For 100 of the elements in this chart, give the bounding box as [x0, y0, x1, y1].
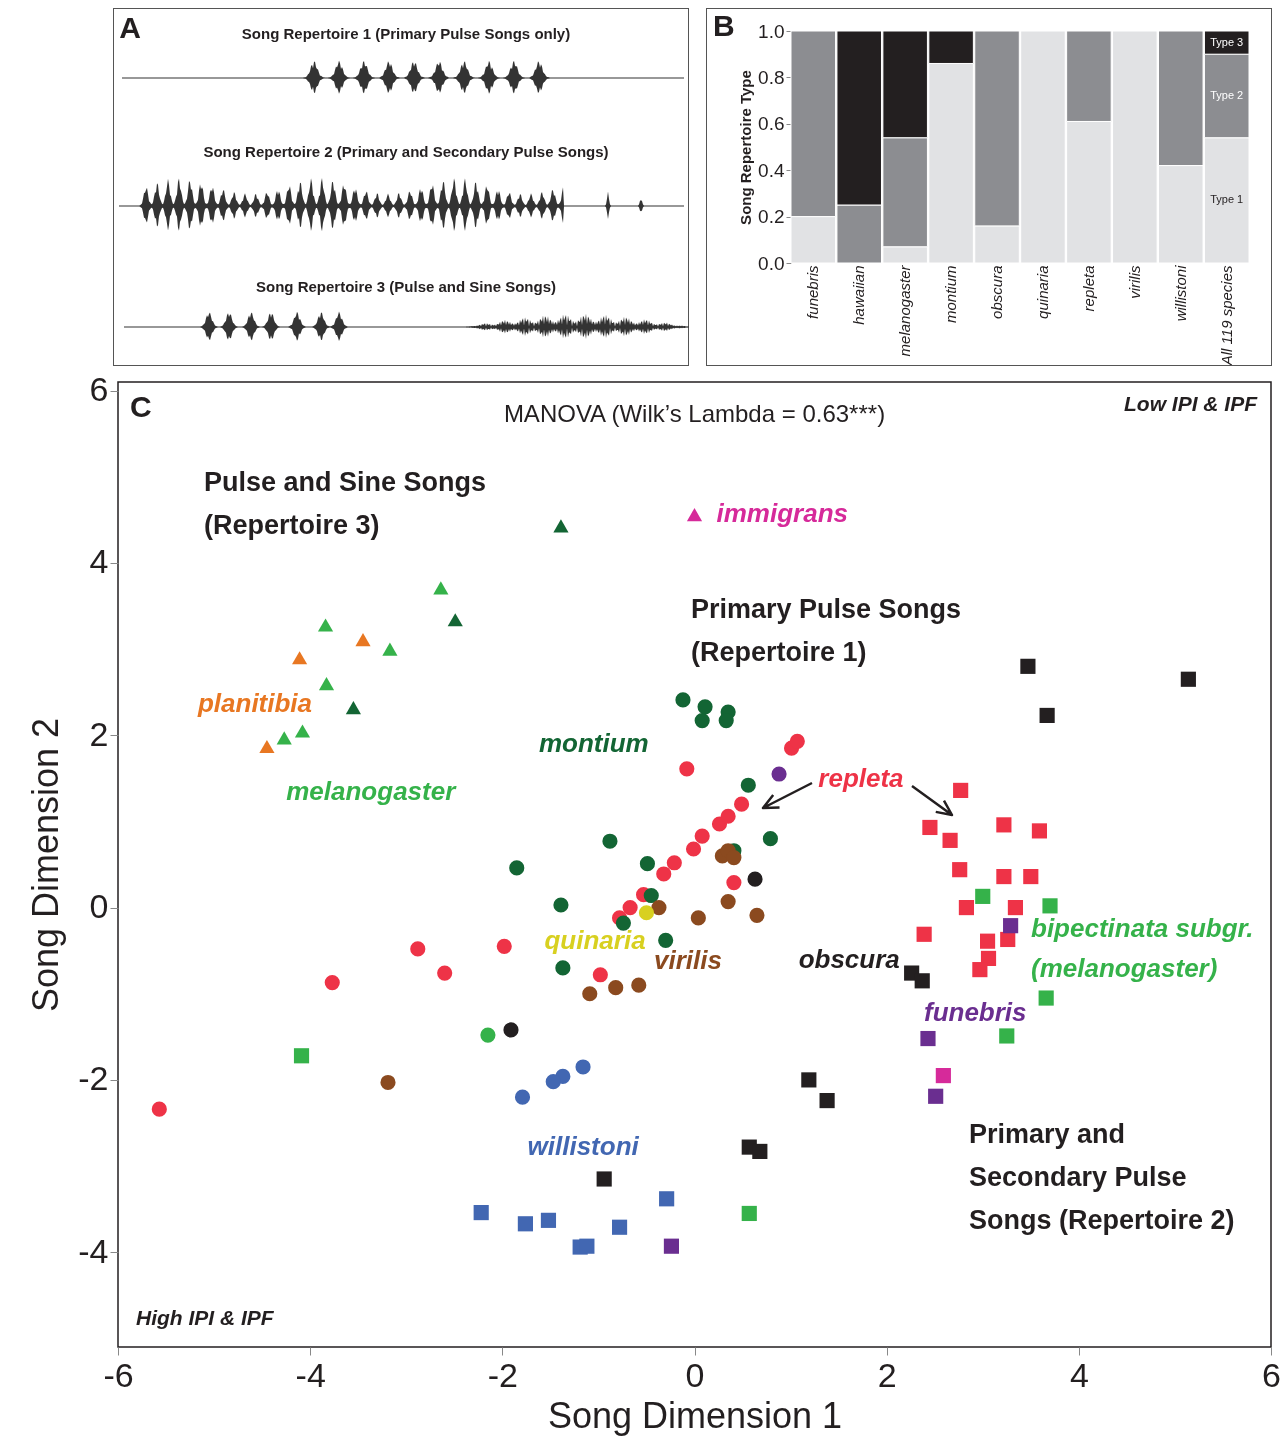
point: [694, 828, 710, 844]
point: [596, 1171, 612, 1187]
point: [1020, 658, 1036, 674]
point: [952, 862, 968, 878]
point: [726, 875, 742, 891]
text: Song Repertoire 3 (Pulse and Sine Songs): [255, 278, 557, 295]
annotation: virilis: [653, 944, 722, 975]
point: [922, 819, 938, 836]
y-tick-label: 0.6: [758, 113, 785, 135]
text: A: [119, 11, 141, 44]
point: [579, 1238, 595, 1254]
y-tick-label: 0.4: [758, 159, 785, 181]
point: [615, 915, 631, 931]
y-tick-label: 2: [89, 714, 109, 753]
point: [741, 1205, 757, 1222]
point: [663, 1238, 680, 1254]
x-tick-label: virilis: [1125, 265, 1143, 299]
y-tick-label: 0: [89, 887, 109, 926]
x-axis-title: Song Dimension 1: [547, 1394, 843, 1436]
point: [592, 967, 608, 983]
x-tick-label: quinaria: [1033, 265, 1051, 319]
point: [651, 900, 667, 916]
annotation: Pulse and Sine Songs (Repertoire 3): [204, 467, 487, 540]
point: [914, 973, 930, 989]
point: [819, 1093, 835, 1109]
point: [1003, 918, 1019, 934]
y-tick-label: -4: [78, 1231, 109, 1270]
y-tick-label: 4: [89, 542, 109, 581]
point: [380, 1074, 396, 1091]
point: [622, 900, 638, 916]
text: B: [713, 9, 735, 42]
point: [679, 761, 695, 777]
point: [1000, 931, 1016, 948]
point: [749, 907, 765, 923]
point: [317, 618, 334, 632]
point: [686, 508, 703, 522]
point: [979, 933, 996, 949]
point: [789, 733, 805, 749]
point: [771, 766, 787, 782]
point: [690, 910, 706, 926]
point: [480, 1027, 496, 1043]
x-tick-label: 0: [685, 1355, 705, 1394]
point: [685, 841, 702, 857]
y-tick-label: 0.8: [758, 66, 785, 88]
point: [697, 699, 713, 715]
point: [276, 731, 292, 745]
point: [575, 1059, 591, 1075]
text: Song Repertoire 1 (Primary Pulse Songs only): [241, 25, 571, 42]
y-tick-label: 1.0: [758, 20, 785, 42]
point: [928, 1088, 944, 1104]
point: [553, 897, 569, 913]
point: [382, 642, 398, 656]
point: [553, 519, 569, 533]
annotation: Primary Pulse Songs (Repertoire 1): [691, 594, 962, 667]
point: [920, 1030, 936, 1047]
annotation: obscura: [798, 944, 900, 975]
point: [1031, 823, 1048, 839]
y-tick-label: 0.2: [758, 206, 785, 228]
annotation: repleta: [818, 763, 904, 794]
text: Song Repertoire 2 (Primary and Secondary Pulse Songs): [203, 143, 609, 160]
point: [694, 713, 710, 729]
series-label: Type 3: [1210, 35, 1244, 48]
point: [1023, 868, 1039, 885]
point: [540, 1212, 557, 1228]
point: [509, 860, 525, 876]
x-tick-label: repleta: [1079, 265, 1097, 312]
point: [762, 831, 778, 847]
point: [935, 1068, 951, 1084]
point: [355, 633, 371, 647]
point: [718, 713, 734, 729]
annotation: melanogaster: [286, 775, 458, 806]
series-label: Type 2: [1210, 88, 1244, 101]
point: [643, 887, 659, 904]
point: [975, 888, 991, 904]
y-axis-title: Song Repertoire Type: [737, 70, 755, 225]
point: [1039, 707, 1055, 724]
point: [545, 1074, 561, 1090]
point: [1038, 990, 1054, 1006]
point: [996, 868, 1012, 885]
point: [740, 777, 756, 793]
point: [1007, 900, 1023, 916]
point: [752, 1143, 768, 1159]
point: [916, 926, 932, 942]
annotation: Low IPI & IPF: [1123, 392, 1259, 415]
point: [582, 986, 598, 1002]
point: [433, 581, 449, 595]
x-tick-label: -4: [295, 1355, 326, 1394]
point: [659, 1191, 675, 1207]
y-tick-label: 0.0: [758, 252, 785, 274]
annotation: montium: [538, 727, 649, 758]
point: [1042, 898, 1058, 914]
x-tick-label: melanogaster: [896, 264, 914, 357]
point: [293, 1048, 310, 1064]
point: [608, 980, 624, 996]
point: [1180, 671, 1196, 687]
point: [666, 855, 682, 871]
point: [747, 871, 763, 887]
annotation: Primary and Secondary Pulse Songs (Repertoire 2): [969, 1119, 1235, 1235]
point: [734, 796, 750, 812]
point: [611, 1219, 628, 1235]
